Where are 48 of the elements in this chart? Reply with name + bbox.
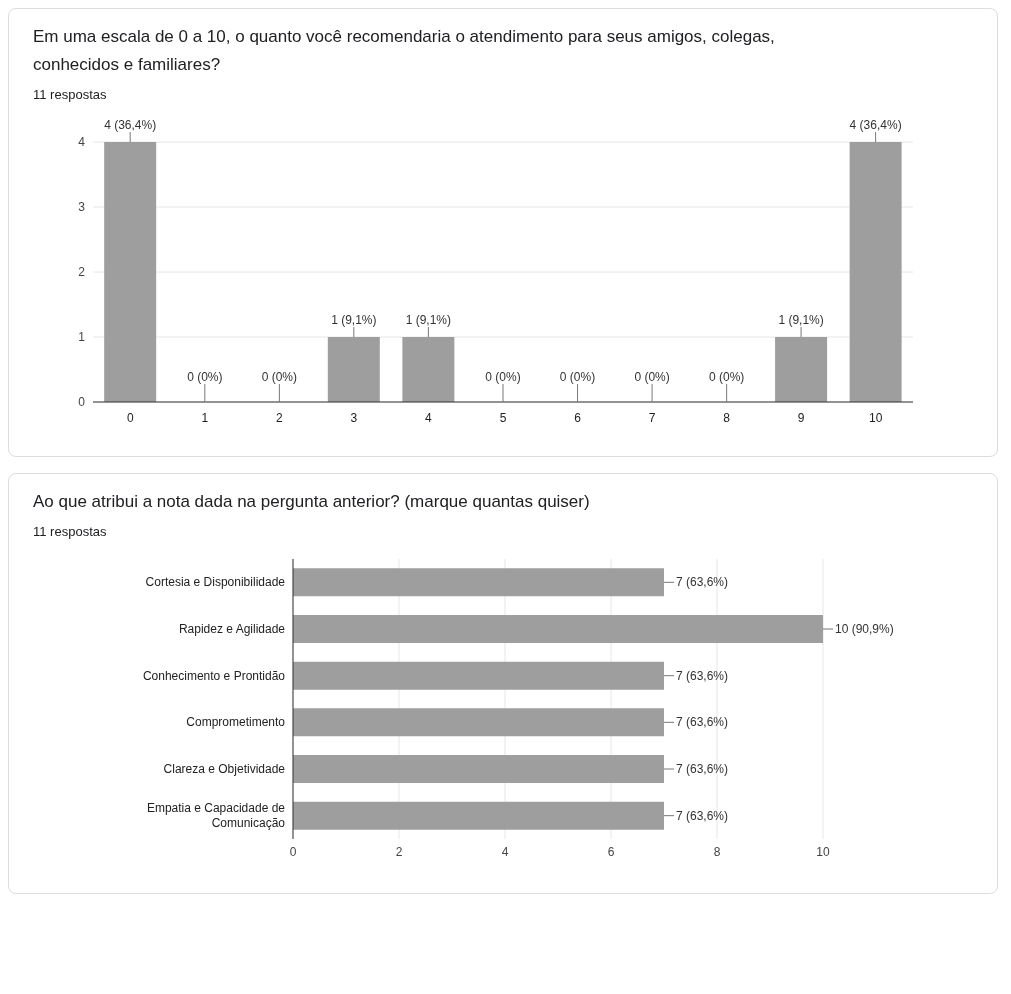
y-tick-label: Rapidez e Agilidade <box>178 622 286 636</box>
data-label: 4 (36,4%) <box>104 118 157 132</box>
x-tick-label: 8 <box>723 411 731 425</box>
x-tick-label: 1 <box>201 411 209 425</box>
y-tick-label: Cortesia e Disponibilidade <box>145 575 286 590</box>
y-tick-label: 3 <box>78 200 86 215</box>
text: 11 respostas <box>33 524 108 539</box>
y-tick-label: Comprometimento <box>186 715 286 730</box>
x-tick-label: 3 <box>350 411 358 425</box>
x-tick-label: 9 <box>797 411 805 425</box>
chart-subtitle: 11 respostas <box>33 87 108 102</box>
x-tick-label: 4 <box>501 844 509 859</box>
y-tick-label: 2 <box>78 265 86 280</box>
data-label: 0 (0%) <box>485 370 521 384</box>
x-tick-label: 0 <box>126 411 134 425</box>
x-tick-label: 7 <box>648 411 656 425</box>
chart-title: Em uma escala de 0 a 10, o quanto você recomendaria o atendimento para seus amigos, colegas, conhecidos e familiares? <box>33 26 776 76</box>
data-label: 0 (0%) <box>708 370 745 384</box>
data-label: 4 (36,4%) <box>849 118 902 132</box>
data-label: 1 (9,1%) <box>778 313 824 327</box>
x-tick-label: 0 <box>289 844 297 859</box>
data-label: 0 (0%) <box>187 370 223 384</box>
data-label: 0 (0%) <box>634 370 670 384</box>
chart-title: Ao que atribui a nota dada na pergunta anterior? (marque quantas quiser) <box>33 491 591 513</box>
data-label: 1 (9,1%) <box>405 313 452 327</box>
y-tick-label: Clareza e Objetividade <box>163 762 286 776</box>
data-label: 7 (63,6%) <box>676 762 729 776</box>
x-tick-label: 10 <box>816 844 830 859</box>
y-tick-label: 4 <box>78 135 86 150</box>
x-tick-label: 6 <box>574 411 582 425</box>
data-label: 7 (63,6%) <box>676 715 729 730</box>
x-tick-label: 5 <box>499 411 507 425</box>
data-label: 7 (63,6%) <box>676 808 729 823</box>
y-tick-label: 1 <box>78 330 86 345</box>
x-tick-label: 10 <box>869 411 883 425</box>
y-tick-label: Conhecimento e Prontidão <box>142 668 286 683</box>
x-tick-label: 8 <box>713 844 721 859</box>
data-label: 0 (0%) <box>559 370 596 384</box>
data-label: 1 (9,1%) <box>331 313 377 327</box>
y-tick-label: Empatia e Capacidade de Comunicação <box>146 801 286 831</box>
data-label: 0 (0%) <box>261 370 298 384</box>
y-tick-label: 0 <box>78 395 86 410</box>
x-tick-label: 6 <box>607 844 615 859</box>
x-tick-label: 2 <box>395 844 403 859</box>
x-tick-label: 4 <box>425 411 433 425</box>
data-label: 7 (63,6%) <box>676 668 729 683</box>
data-label: 7 (63,6%) <box>676 575 729 590</box>
data-label: 10 (90,9%) <box>835 622 894 636</box>
